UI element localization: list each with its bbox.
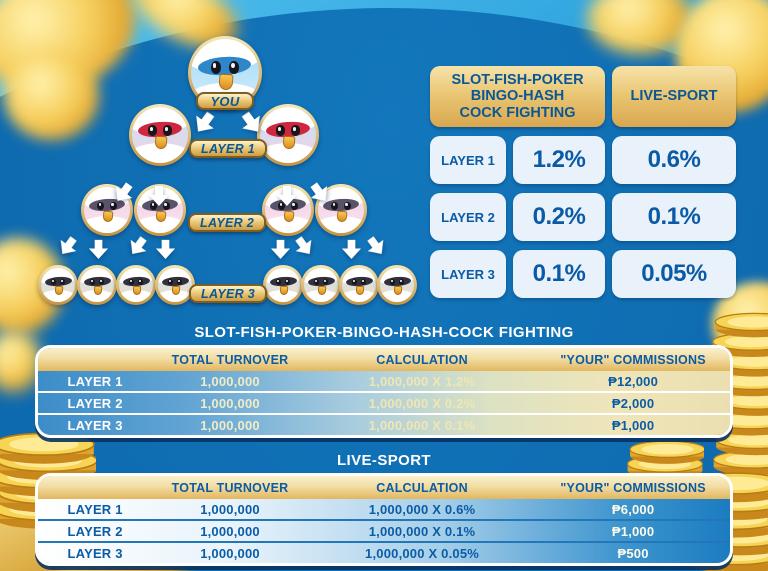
avatar-layer3: [377, 265, 417, 305]
commission-rates-panel: SLOT-FISH-POKER BINGO-HASH COCK FIGHTING…: [430, 66, 736, 298]
down-left-arrow-icon: [107, 175, 141, 209]
col-commissions: "YOUR" COMMISSIONS: [560, 352, 706, 367]
turnover-value: 1,000,000: [200, 501, 260, 517]
layer2-badge: LAYER 2: [188, 213, 266, 232]
down-left-arrow-icon: [52, 229, 84, 261]
down-arrow-icon: [154, 237, 177, 260]
avatar-layer1: [257, 104, 319, 166]
down-right-arrow-icon: [302, 175, 336, 209]
turnover-value: 1,000,000: [200, 395, 260, 411]
down-arrow-icon: [340, 237, 363, 260]
down-arrow-icon: [269, 237, 292, 260]
layer3-badge: LAYER 3: [189, 284, 267, 303]
down-left-arrow-icon: [187, 104, 223, 140]
table-row: LAYER 2 1,000,000 1,000,000 X 0.1% ₱1,00…: [38, 521, 730, 541]
table-row: LAYER 3 1,000,000 1,000,000 X 0.05% ₱500: [38, 543, 730, 563]
games-group-header: SLOT-FISH-POKER BINGO-HASH COCK FIGHTING: [430, 66, 605, 127]
layer-label: LAYER 3: [67, 545, 123, 561]
layer-label: LAYER 3: [67, 417, 123, 433]
sport-rate-value: 0.1%: [612, 193, 736, 241]
avatar-layer2: [315, 184, 367, 236]
commission-value: ₱1,000: [611, 523, 655, 539]
gold-coin-decor: [4, 52, 99, 140]
rates-layer-label: LAYER 1: [430, 136, 506, 184]
avatar-layer3: [263, 265, 303, 305]
row-divider: [38, 519, 730, 521]
games-commission-table: TOTAL TURNOVER CALCULATION "YOUR" COMMIS…: [35, 345, 733, 438]
avatar-layer3: [77, 265, 117, 305]
calculation-value: 1,000,000 X 0.05%: [365, 545, 480, 561]
commission-value: ₱1,000: [611, 417, 655, 433]
down-right-arrow-icon: [359, 229, 391, 261]
down-arrow-icon: [275, 183, 299, 207]
avatar-layer3: [155, 265, 195, 305]
turnover-value: 1,000,000: [200, 545, 260, 561]
sport-rate-value: 0.6%: [612, 136, 736, 184]
table-row: LAYER 1 1,000,000 1,000,000 X 0.6% ₱6,00…: [38, 499, 730, 519]
commission-value: ₱2,000: [611, 395, 655, 411]
row-divider: [38, 391, 730, 393]
col-calculation: CALCULATION: [376, 352, 468, 367]
avatar-layer3: [339, 265, 379, 305]
games-table-title: SLOT-FISH-POKER-BINGO-HASH-COCK FIGHTING: [194, 324, 574, 341]
commission-value: ₱6,000: [611, 501, 655, 517]
layer-label: LAYER 2: [67, 523, 123, 539]
games-rate-value: 0.1%: [513, 250, 605, 298]
layer-label: LAYER 1: [67, 501, 123, 517]
avatar-layer3: [301, 265, 341, 305]
down-right-arrow-icon: [287, 229, 319, 261]
table-header-row: TOTAL TURNOVER CALCULATION "YOUR" COMMIS…: [38, 348, 730, 371]
table-row: LAYER 1 1,000,000 1,000,000 X 1.2% ₱12,0…: [38, 371, 730, 391]
turnover-value: 1,000,000: [200, 523, 260, 539]
table-header-row: TOTAL TURNOVER CALCULATION "YOUR" COMMIS…: [38, 476, 730, 499]
games-rate-value: 0.2%: [513, 193, 605, 241]
calculation-value: 1,000,000 X 1.2%: [368, 373, 476, 389]
avatar-layer3: [116, 265, 156, 305]
turnover-value: 1,000,000: [200, 373, 260, 389]
avatar-layer3: [38, 265, 78, 305]
down-left-arrow-icon: [122, 229, 154, 261]
calculation-value: 1,000,000 X 0.1%: [368, 417, 476, 433]
you-badge: YOU: [196, 92, 254, 110]
calculation-value: 1,000,000 X 0.6%: [368, 501, 476, 517]
layer-label: LAYER 1: [67, 373, 123, 389]
sport-rate-value: 0.05%: [612, 250, 736, 298]
row-divider: [38, 413, 730, 415]
col-total-turnover: TOTAL TURNOVER: [171, 352, 289, 367]
games-rate-value: 1.2%: [513, 136, 605, 184]
commission-value: ₱500: [617, 545, 649, 561]
layer1-badge: LAYER 1: [189, 139, 267, 158]
layer-label: LAYER 2: [67, 395, 123, 411]
table-row: LAYER 2 1,000,000 1,000,000 X 0.2% ₱2,00…: [38, 393, 730, 413]
turnover-value: 1,000,000: [200, 417, 260, 433]
calculation-value: 1,000,000 X 0.1%: [368, 523, 476, 539]
sport-table-title: LIVE-SPORT: [336, 452, 431, 469]
down-right-arrow-icon: [233, 104, 269, 140]
live-sport-header: LIVE-SPORT: [612, 66, 736, 127]
col-total-turnover: TOTAL TURNOVER: [171, 480, 289, 495]
referral-pyramid: YOU LAYER 1 LAYER 2: [25, 32, 437, 322]
down-arrow-icon: [147, 183, 171, 207]
rates-layer-label: LAYER 2: [430, 193, 506, 241]
sport-commission-table: TOTAL TURNOVER CALCULATION "YOUR" COMMIS…: [35, 473, 733, 566]
table-row: LAYER 3 1,000,000 1,000,000 X 0.1% ₱1,00…: [38, 415, 730, 435]
rates-layer-label: LAYER 3: [430, 250, 506, 298]
col-commissions: "YOUR" COMMISSIONS: [560, 480, 706, 495]
col-calculation: CALCULATION: [376, 480, 468, 495]
row-divider: [38, 541, 730, 543]
calculation-value: 1,000,000 X 0.2%: [368, 395, 476, 411]
avatar-layer1: [129, 104, 191, 166]
down-arrow-icon: [87, 237, 110, 260]
commission-value: ₱12,000: [608, 373, 659, 389]
